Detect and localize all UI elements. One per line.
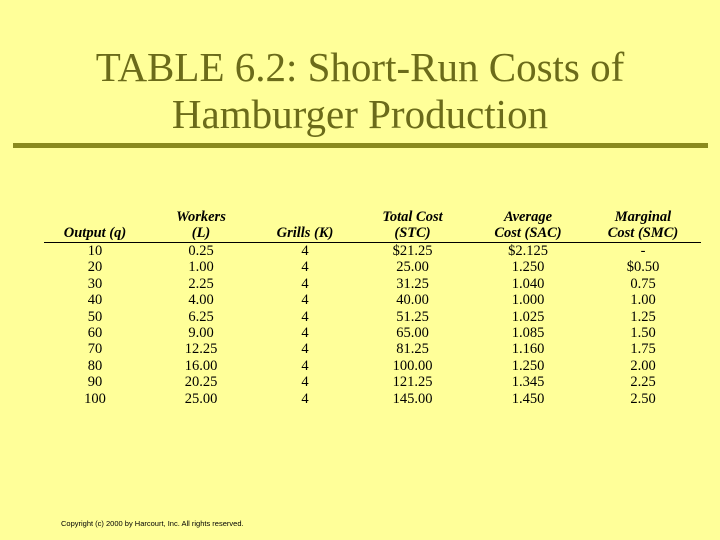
table-cell: 4.00 [188, 292, 214, 309]
table-row: 20 1.00 4 25.00 1.250 $0.50 [44, 259, 701, 275]
table-cell: 9.00 [188, 325, 214, 342]
table-cell: 4 [301, 308, 309, 325]
table-cell: 0.75 [630, 275, 656, 292]
table-row: 100 25.00 4 145.00 1.450 2.50 [44, 391, 701, 407]
table-cell: 25.00 [396, 259, 429, 276]
column-header: Average [503, 209, 553, 225]
table-cell: 4 [301, 259, 309, 276]
table-row: 80 16.00 4 100.00 1.250 2.00 [44, 358, 701, 374]
table-cell: 145.00 [392, 390, 433, 407]
table-cell: 4 [301, 390, 309, 407]
table-body: 10 0.25 4 $21.25 $2.125 - 20 1.00 4 25.00 1.250 $0.… [44, 243, 701, 408]
table-cell: 2.50 [630, 390, 656, 407]
table-cell: 4 [301, 275, 309, 292]
table-cell: - [640, 243, 646, 259]
table-cell: 50 [87, 308, 103, 325]
table-cell: 25.00 [184, 390, 218, 407]
table-cell: 31.25 [396, 275, 429, 292]
table-row: 10 0.25 4 $21.25 $2.125 - [44, 243, 701, 260]
table-cell: 20 [87, 259, 103, 276]
table-cell: 1.000 [511, 292, 545, 309]
table-cell: 2.00 [630, 357, 656, 374]
table-cell: 4 [301, 341, 309, 358]
column-header: Cost (SMC) [585, 225, 701, 243]
table-cell: 1.50 [630, 325, 656, 342]
table-cell: 100.00 [392, 357, 433, 374]
table-row: 60 9.00 4 65.00 1.085 1.50 [44, 325, 701, 341]
table-cell: 1.250 [511, 259, 545, 276]
table-cell: 30 [87, 275, 103, 292]
table-cell: 1.085 [511, 325, 545, 342]
table-cell: 2.25 [630, 374, 656, 391]
table-cell: 12.25 [184, 341, 218, 358]
table-cell: 10 [87, 243, 103, 259]
table-row: 40 4.00 4 40.00 1.000 1.00 [44, 292, 701, 308]
table-row: 50 6.25 4 51.25 1.025 1.25 [44, 309, 701, 325]
column-header [256, 209, 354, 225]
table-cell: $0.50 [626, 259, 660, 276]
table-cell: $2.125 [508, 243, 548, 259]
table-cell: $21.25 [392, 243, 433, 259]
column-header: (STC) [354, 225, 471, 243]
table-header-row-1: Workers Total Cost Average Marginal [44, 209, 701, 225]
slide-title-line-1: TABLE 6.2: Short-Run Costs of [95, 44, 625, 90]
column-header: Workers [176, 209, 226, 225]
column-header: Cost (SAC) [471, 225, 585, 243]
table-row: 90 20.25 4 121.25 1.345 2.25 [44, 374, 701, 390]
copyright-notice: Copyright (c) 2000 by Harcourt, Inc. All… [61, 519, 244, 528]
table-cell: 121.25 [392, 374, 433, 391]
title-underline [13, 143, 708, 148]
table-cell: 1.160 [511, 341, 545, 358]
table-cell: 40 [87, 292, 103, 309]
column-header: Output (q) [44, 225, 146, 243]
table-cell: 40.00 [396, 292, 429, 309]
table-cell: 4 [301, 374, 309, 391]
table-cell: 65.00 [396, 325, 429, 342]
table-cell: 90 [87, 374, 103, 391]
table-cell: 70 [87, 341, 103, 358]
table-header-row-2: Output (q) (L) Grills (K) (STC) Cost (SA… [44, 225, 701, 243]
table-cell: 1.00 [630, 292, 656, 309]
table-cell: 1.75 [630, 341, 656, 358]
table-cell: 51.25 [396, 308, 429, 325]
table-cell: 1.025 [511, 308, 545, 325]
table-cell: 100 [84, 390, 106, 407]
table-cell: 20.25 [184, 374, 218, 391]
slide-title-line-2: Hamburger Production [171, 91, 549, 137]
table-cell: 4 [301, 243, 309, 259]
table-cell: 4 [301, 357, 309, 374]
table-cell: 81.25 [396, 341, 429, 358]
table-cell: 0.25 [188, 243, 214, 259]
table-cell: 4 [301, 325, 309, 342]
table-cell: 60 [87, 325, 103, 342]
table-row: 30 2.25 4 31.25 1.040 0.75 [44, 276, 701, 292]
column-header: Marginal [614, 209, 672, 225]
table-cell: 2.25 [188, 275, 214, 292]
table-cell: 1.345 [511, 374, 545, 391]
table-row: 70 12.25 4 81.25 1.160 1.75 [44, 341, 701, 357]
table-cell: 6.25 [188, 308, 214, 325]
table-cell: 1.00 [188, 259, 214, 276]
table-cell: 80 [87, 357, 103, 374]
short-run-costs-table: Workers Total Cost Average Marginal Outp… [44, 209, 701, 407]
table-cell: 16.00 [184, 357, 218, 374]
column-header [44, 209, 146, 225]
table-cell: 1.25 [630, 308, 656, 325]
table-cell: 1.250 [511, 357, 545, 374]
column-header: (L) [146, 225, 256, 243]
table-cell: 4 [301, 292, 309, 309]
column-header: Total Cost [382, 209, 443, 225]
column-header: Grills (K) [256, 225, 354, 243]
table-cell: 1.450 [511, 390, 545, 407]
slide-title: TABLE 6.2: Short-Run Costs of Hamburger … [0, 44, 720, 138]
table-cell: 1.040 [511, 275, 545, 292]
